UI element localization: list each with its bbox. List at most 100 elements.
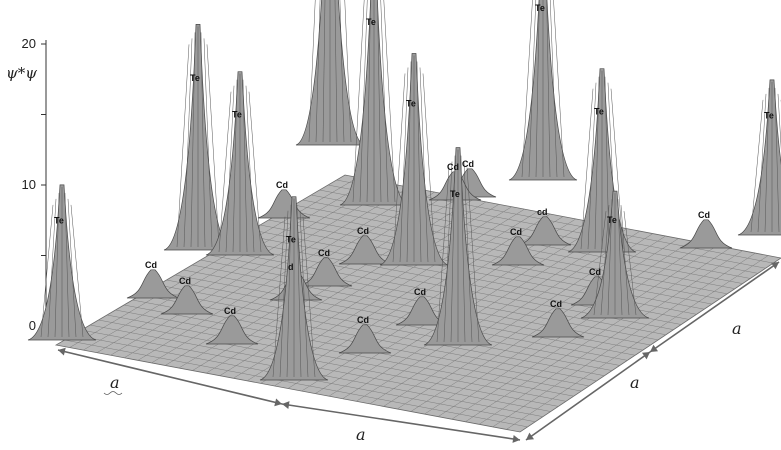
te-atom-label: Te xyxy=(450,189,460,199)
te-peak-mesh xyxy=(587,82,597,250)
te-peak-mesh xyxy=(528,0,537,178)
te-peak-mesh xyxy=(218,91,232,253)
cd-peak xyxy=(205,315,259,345)
te-peak-mesh xyxy=(248,91,262,253)
te-peak-mesh xyxy=(380,0,389,203)
cd-atom-label: cd xyxy=(537,207,548,217)
te-peak-mesh xyxy=(623,211,637,316)
cd-peak xyxy=(160,285,214,315)
cd-atom-label: Cd xyxy=(510,227,522,237)
te-peak-mesh xyxy=(553,0,565,178)
te-peak-mesh xyxy=(750,99,764,233)
cd-atom-label: Cd xyxy=(318,248,330,258)
floor-mesh-line xyxy=(506,255,769,430)
te-peak-mesh xyxy=(580,88,594,250)
cd-atom-label: Cd xyxy=(447,162,459,172)
te-peak-mesh xyxy=(190,32,196,248)
te-peak-mesh xyxy=(617,199,623,316)
te-peak-mesh xyxy=(279,210,289,378)
te-peak-mesh xyxy=(242,79,248,253)
te-peak-mesh xyxy=(419,67,429,263)
z-axis-label: ψ*ψ xyxy=(6,64,37,82)
te-peak-mesh xyxy=(54,192,60,338)
te-peak-mesh xyxy=(620,205,630,316)
cd-atom-label: Cd xyxy=(357,315,369,325)
dimension-label: a xyxy=(732,319,742,338)
x-dimension-arrow-1-head xyxy=(274,398,282,407)
te-peak-mesh xyxy=(593,211,607,316)
te-peak-mesh xyxy=(299,210,309,378)
floor-mesh-line xyxy=(268,219,712,305)
dimension-label: a xyxy=(110,373,120,392)
dimension-label-underline xyxy=(103,391,123,395)
te-peak-mesh xyxy=(322,0,326,143)
te-peak-mesh xyxy=(315,0,321,143)
cd-atom-label: d xyxy=(288,262,294,272)
te-peak-mesh xyxy=(334,0,338,143)
te-peak-mesh xyxy=(308,0,316,143)
te-peak-mesh xyxy=(40,204,54,338)
te-peak-mesh xyxy=(296,204,302,378)
y-dimension-arrow-2-line xyxy=(649,261,780,353)
te-peak-mesh xyxy=(764,87,770,233)
floor-mesh-line xyxy=(356,228,628,402)
cd-atom-label: Cd xyxy=(550,299,562,309)
cd-atom-label: Cd xyxy=(145,260,157,270)
te-atom-label: Te xyxy=(764,111,774,121)
te-peak-mesh xyxy=(225,85,235,253)
te-peak-mesh xyxy=(383,0,396,203)
z-tick-label: 20 xyxy=(22,36,36,51)
y-dimension-arrow-1-head xyxy=(641,352,650,360)
x-dimension-arrow-1-head xyxy=(58,347,66,356)
te-peak-mesh xyxy=(450,155,456,343)
te-peak-mesh xyxy=(339,0,345,143)
cd-peak xyxy=(491,236,545,266)
te-atom-label: Te xyxy=(286,235,296,245)
te-peak-mesh xyxy=(422,73,436,263)
cd-atom-label: Cd xyxy=(589,267,601,277)
x-dimension-arrow-2-head xyxy=(512,434,520,443)
floor-mesh-line xyxy=(478,250,743,425)
te-peak-mesh xyxy=(206,44,220,248)
te-peak-mesh xyxy=(203,38,213,248)
cd-atom-label: Cd xyxy=(179,276,191,286)
te-atom-label: Te xyxy=(406,98,416,108)
te-peak-mesh xyxy=(463,161,473,343)
te-peak-mesh xyxy=(359,0,368,203)
te-atom-label: Te xyxy=(594,107,604,117)
y-dimension-arrow-2-head xyxy=(770,262,779,270)
te-peak-mesh xyxy=(460,155,466,343)
x-dimension-arrow-2-head xyxy=(282,401,290,410)
te-peak-mesh xyxy=(436,167,450,343)
te-peak-mesh xyxy=(607,199,613,316)
te-peak-mesh xyxy=(366,0,371,203)
te-peak-mesh xyxy=(604,76,610,250)
floor-mesh-line xyxy=(208,254,659,341)
cd-peak xyxy=(518,216,572,246)
floor-mesh-line xyxy=(492,252,756,428)
z-tick-label: 10 xyxy=(22,177,36,192)
x-dimension-arrow-1-line xyxy=(57,349,283,405)
axes: 20 10 0 ψ*ψ a a a a xyxy=(6,36,780,444)
y-dimension-arrow-2-head xyxy=(650,344,659,352)
floor-mesh-line xyxy=(410,238,679,412)
te-peak-mesh xyxy=(47,198,57,338)
te-peak-mesh xyxy=(774,87,780,233)
dimension-label: a xyxy=(356,425,366,444)
cd-peak xyxy=(126,269,180,299)
te-peak-mesh xyxy=(245,85,255,253)
peaks-layer xyxy=(27,0,781,381)
te-peak-mesh xyxy=(757,93,767,233)
te-atom-label: Te xyxy=(190,73,200,83)
te-peak-mesh xyxy=(546,0,551,178)
te-peak-mesh xyxy=(594,76,600,250)
cd-peak xyxy=(531,308,585,338)
te-peak-mesh xyxy=(535,0,540,178)
cd-atom-label: Cd xyxy=(698,210,710,220)
cd-atom-label: Cd xyxy=(224,306,236,316)
te-peak-mesh xyxy=(70,204,84,338)
te-peak-mesh xyxy=(406,61,412,263)
te-peak-mesh xyxy=(200,32,206,248)
te-peak-mesh xyxy=(67,198,77,338)
